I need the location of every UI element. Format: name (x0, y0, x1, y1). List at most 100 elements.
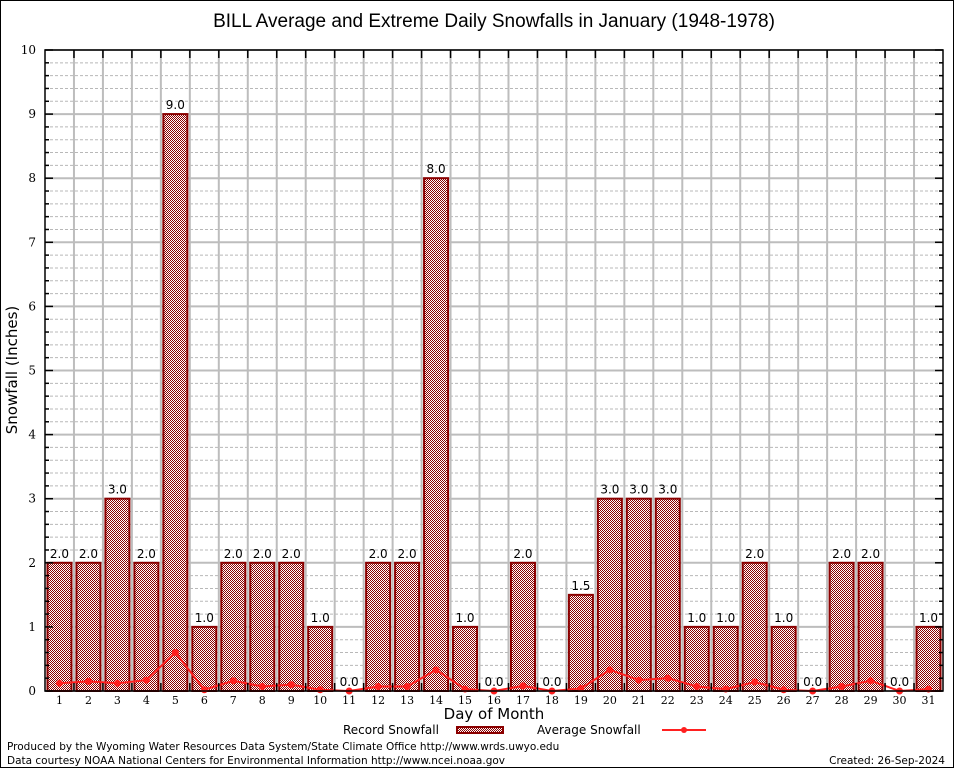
x-tick-label: 29 (864, 694, 878, 707)
x-tick-label: 13 (400, 694, 414, 707)
average-point-day-23 (693, 683, 701, 691)
bar-value-label: 2.0 (861, 547, 880, 561)
average-point-day-29 (867, 677, 875, 685)
bar-value-label: 2.0 (253, 547, 272, 561)
y-tick-label: 4 (28, 428, 36, 442)
y-tick-label: 3 (28, 492, 36, 506)
x-tick-label: 15 (458, 694, 472, 707)
bars (46, 113, 942, 693)
x-tick-label: 16 (487, 694, 501, 707)
y-tick-label: 9 (28, 107, 36, 121)
average-point-day-21 (635, 676, 643, 684)
record-bar-day-3 (104, 497, 131, 693)
bar-value-label: 9.0 (166, 98, 185, 112)
x-tick-label: 9 (288, 694, 295, 707)
record-bar-day-9 (278, 561, 305, 692)
record-bar-day-12 (365, 561, 392, 692)
bar-value-label: 3.0 (629, 483, 648, 497)
bar-value-label: 1.5 (571, 579, 590, 593)
bar-value-label: 3.0 (600, 483, 619, 497)
y-tick-label: 7 (28, 235, 36, 249)
x-tick-label: 31 (922, 694, 936, 707)
x-tick-label: 17 (516, 694, 530, 707)
average-point-day-13 (403, 683, 411, 691)
y-tick-label: 0 (28, 684, 36, 698)
average-point-day-14 (432, 666, 440, 674)
x-tick-label: 12 (371, 694, 385, 707)
y-tick-label: 8 (28, 171, 36, 185)
legend-swatch-average-marker (681, 727, 687, 733)
average-point-day-12 (374, 683, 382, 691)
record-bar-day-21 (625, 497, 652, 693)
x-tick-label: 22 (661, 694, 675, 707)
x-tick-label: 6 (201, 694, 208, 707)
average-point-day-20 (606, 666, 614, 674)
x-tick-label: 14 (429, 694, 443, 707)
legend-swatch-record (456, 726, 504, 734)
average-point-day-17 (519, 682, 527, 690)
x-tick-label: 24 (719, 694, 733, 707)
bar-value-label: 2.0 (137, 547, 156, 561)
y-tick-label: 6 (28, 299, 36, 313)
x-tick-label: 30 (893, 694, 907, 707)
record-bar-day-28 (828, 561, 855, 692)
footer-created: Created: 26-Sep-2024 (829, 755, 945, 767)
x-tick-label: 25 (748, 694, 762, 707)
bar-value-label: 1.0 (687, 611, 706, 625)
bar-value-label: 1.0 (774, 611, 793, 625)
average-point-day-7 (229, 677, 237, 685)
x-tick-label: 11 (342, 694, 356, 707)
x-tick-label: 19 (574, 694, 588, 707)
footer-produced-by: Produced by the Wyoming Water Resources … (7, 741, 559, 753)
average-point-day-28 (838, 683, 846, 691)
record-bar-day-25 (741, 561, 768, 692)
bar-value-label: 0.0 (484, 675, 503, 689)
bar-value-label: 1.0 (311, 611, 330, 625)
y-tick-labels: 0 1 2 3 4 5 6 7 8 9 10 (21, 43, 37, 698)
average-point-day-8 (258, 683, 266, 691)
record-bar-day-20 (596, 497, 623, 693)
record-bar-day-2 (75, 561, 102, 692)
bar-value-label: 2.0 (513, 547, 532, 561)
record-bar-day-10 (307, 625, 334, 693)
average-point-day-9 (287, 681, 295, 689)
bar-value-label: 2.0 (832, 547, 851, 561)
x-tick-label: 21 (632, 694, 646, 707)
average-point-day-22 (664, 674, 672, 682)
bar-value-label: 2.0 (369, 547, 388, 561)
bar-value-label: 0.0 (890, 675, 909, 689)
bar-value-label: 3.0 (658, 483, 677, 497)
record-bar-day-29 (857, 561, 884, 692)
bar-value-label: 1.0 (919, 611, 938, 625)
average-point-day-10 (316, 686, 324, 694)
bar-value-label: 0.0 (340, 675, 359, 689)
x-tick-label: 27 (806, 694, 820, 707)
axes (44, 49, 944, 692)
record-bar-day-14 (423, 177, 450, 692)
record-bar-day-15 (452, 625, 479, 693)
record-bar-day-23 (683, 625, 710, 693)
average-point-day-4 (142, 676, 150, 684)
legend-label-record: Record Snowfall (343, 723, 439, 737)
record-bar-day-8 (249, 561, 276, 692)
x-tick-label: 4 (143, 694, 150, 707)
bar-value-label: 8.0 (427, 162, 446, 176)
y-tick-label: 10 (21, 43, 36, 57)
x-tick-label: 26 (777, 694, 791, 707)
bar-value-label: 0.0 (803, 675, 822, 689)
average-point-day-19 (577, 684, 585, 692)
y-tick-label: 1 (28, 620, 36, 634)
x-tick-label: 28 (835, 694, 849, 707)
record-bar-day-19 (567, 593, 594, 692)
x-tick-labels: 1 2 3 4 5 6 7 8 9 10 11 12 13 14 15 16 17 18 19 20 21 22 23 24 2… (56, 694, 936, 707)
bar-value-label: 3.0 (108, 483, 127, 497)
average-point-day-25 (751, 678, 759, 686)
bar-value-label: 1.0 (455, 611, 474, 625)
x-tick-label: 1 (56, 694, 63, 707)
x-axis-label: Day of Month (444, 705, 545, 723)
bar-value-label: 2.0 (50, 547, 69, 561)
footer-data-courtesy: Data courtesy NOAA National Centers for … (7, 755, 505, 767)
y-tick-label: 5 (28, 364, 36, 378)
record-bar-day-17 (509, 561, 536, 692)
x-tick-label: 18 (545, 694, 559, 707)
